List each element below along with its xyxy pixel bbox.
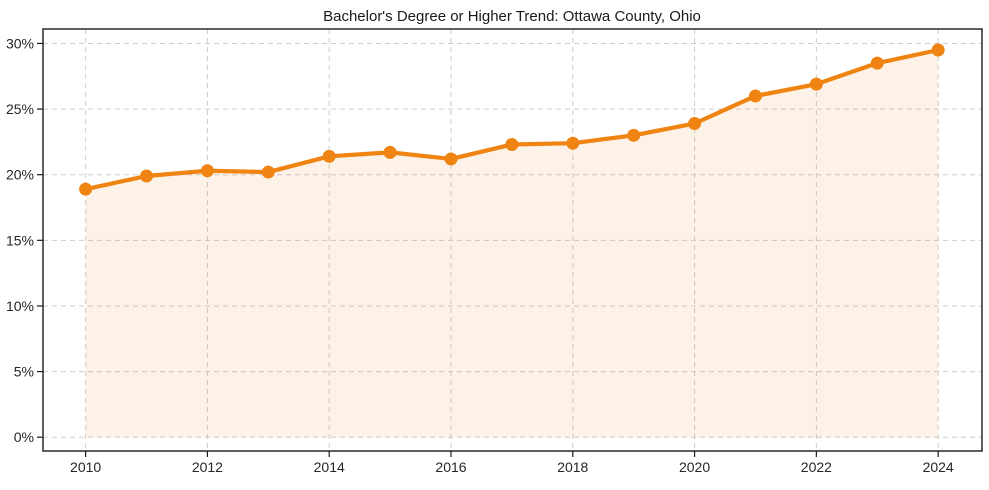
data-point-2016 — [444, 152, 458, 166]
area-fill — [85, 50, 939, 438]
y-tick-label-10%: 10% — [6, 298, 34, 314]
data-point-2013 — [261, 165, 275, 179]
x-tick-label-2022: 2022 — [801, 459, 832, 475]
data-point-2021 — [748, 89, 762, 103]
x-tick-label-2024: 2024 — [923, 459, 954, 475]
data-point-2014 — [322, 149, 336, 163]
y-tick-label-20%: 20% — [6, 167, 34, 183]
data-point-2012 — [200, 164, 214, 178]
y-tick-label-30%: 30% — [6, 35, 34, 51]
data-point-2023 — [870, 56, 884, 70]
data-point-2017 — [505, 138, 519, 152]
y-tick-label-15%: 15% — [6, 232, 34, 248]
chart-plot-area: 2010 2012 2014 2016 2018 2020 2022 2024 0% 5% 10% 1… — [6, 28, 983, 475]
data-point-2024 — [931, 43, 945, 57]
data-point-2022 — [809, 77, 823, 91]
y-tick-label-5%: 5% — [14, 364, 34, 380]
y-tick-label-25%: 25% — [6, 101, 34, 117]
data-point-2020 — [688, 117, 702, 131]
x-tick-label-2018: 2018 — [557, 459, 588, 475]
x-tick-label-2014: 2014 — [314, 459, 345, 475]
x-tick-label-2010: 2010 — [70, 459, 101, 475]
x-tick-label-2012: 2012 — [192, 459, 223, 475]
data-point-2010 — [79, 182, 93, 196]
x-tick-label-2020: 2020 — [679, 459, 710, 475]
chart-title: Bachelor's Degree or Higher Trend: Ottaw… — [323, 8, 701, 25]
data-point-2018 — [566, 136, 580, 150]
y-tick-label-0%: 0% — [14, 429, 34, 445]
data-point-2011 — [140, 169, 154, 183]
data-point-2015 — [383, 145, 397, 159]
x-tick-label-2016: 2016 — [435, 459, 466, 475]
data-point-2019 — [627, 128, 641, 142]
